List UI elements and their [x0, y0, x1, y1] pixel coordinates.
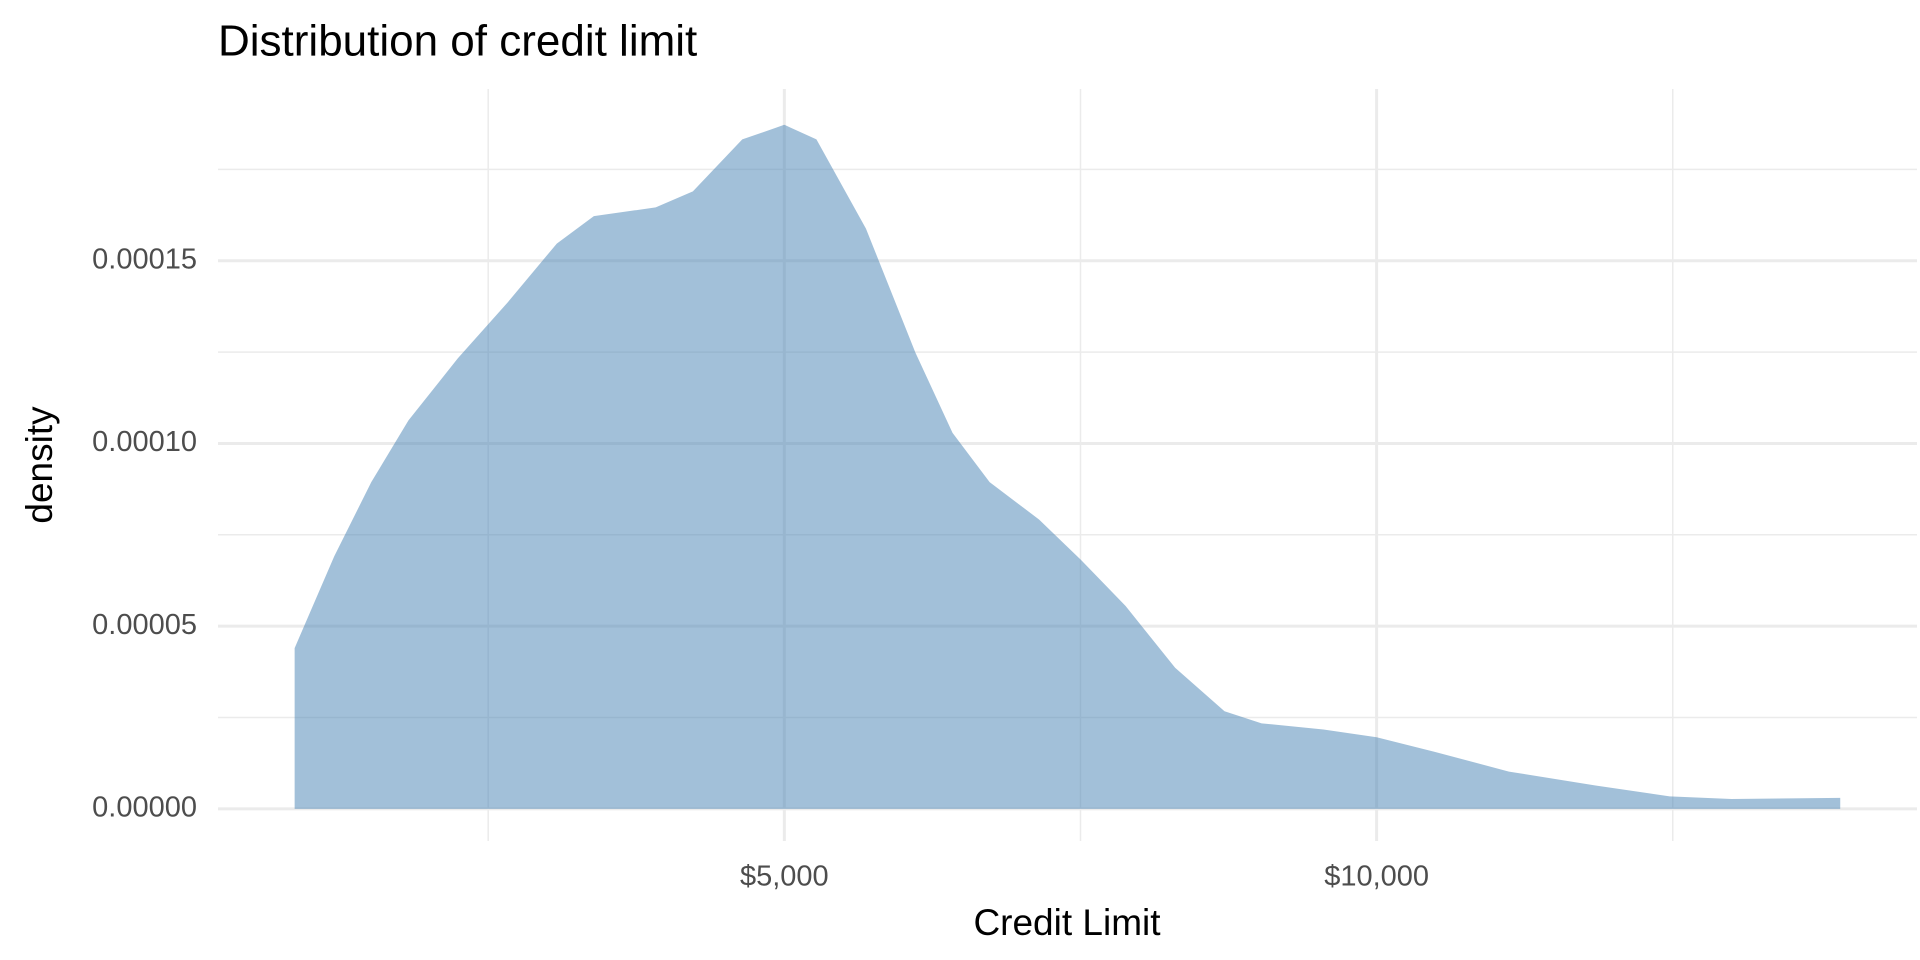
y-tick-label: 0.00015	[92, 243, 197, 275]
x-tick-label: $10,000	[1324, 861, 1429, 893]
chart-title: Distribution of credit limit	[218, 17, 697, 66]
density-area	[294, 124, 1841, 809]
y-tick-label: 0.00000	[92, 792, 197, 824]
y-axis-label: density	[19, 406, 60, 524]
x-axis-label: Credit Limit	[973, 902, 1161, 943]
y-tick-label: 0.00005	[92, 609, 197, 641]
y-tick-label: 0.00010	[92, 426, 197, 458]
x-tick-label: $5,000	[740, 861, 829, 893]
